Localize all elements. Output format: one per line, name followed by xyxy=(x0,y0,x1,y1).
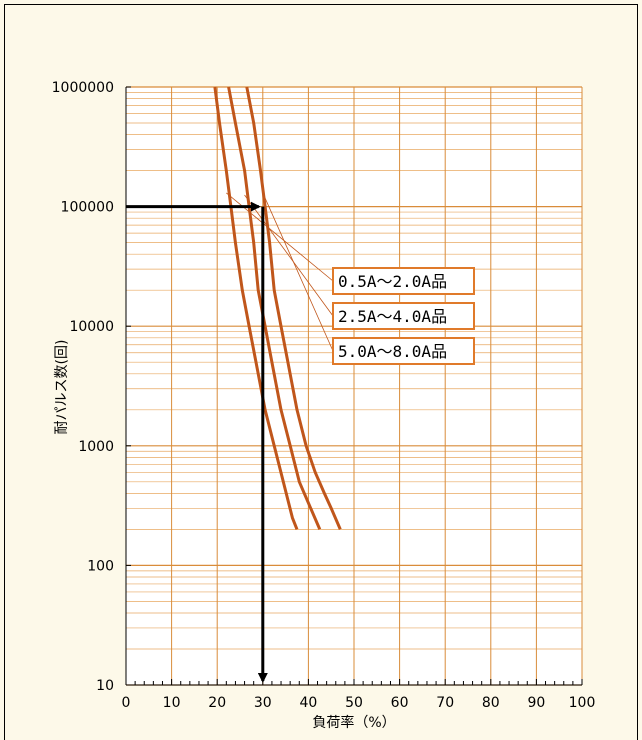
x-tick-label: 50 xyxy=(345,695,363,711)
y-tick-label: 100000 xyxy=(61,200,114,216)
leader-line-2 xyxy=(244,194,334,317)
series-line-1 xyxy=(213,86,299,530)
y-tick-label: 1000 xyxy=(78,439,114,455)
leader-line-3 xyxy=(262,192,334,352)
y-tick-label: 100 xyxy=(87,558,114,574)
series-line-3 xyxy=(245,86,342,530)
x-tick-label: 70 xyxy=(436,695,454,711)
axes xyxy=(125,86,583,686)
legend-box-3 xyxy=(332,337,475,365)
x-tick-label: 90 xyxy=(527,695,545,711)
legend-label-3: 5.0A～8.0A品 xyxy=(338,342,447,361)
x-tick-label: 100 xyxy=(569,695,596,711)
x-tick-label: 40 xyxy=(299,695,317,711)
legend-box-1 xyxy=(332,267,475,295)
series-line-2 xyxy=(227,86,322,530)
y-tick-label: 10 xyxy=(96,678,114,694)
tick-labels: 0 10 20 30 40 50 60 70 80 90 100 10 100 1000 10000 1000… xyxy=(52,80,596,711)
y-axis-title: 耐パルス数(回) xyxy=(54,340,70,435)
x-tick-label: 0 xyxy=(122,695,131,711)
y-tick-label: 1000000 xyxy=(52,80,114,96)
x-tick-label: 10 xyxy=(163,695,181,711)
legend: 0.5A～2.0A品 2.5A～4.0A品 5.0A～8.0A品 xyxy=(332,267,475,365)
x-tick-label: 60 xyxy=(391,695,409,711)
legend-label-2: 2.5A～4.0A品 xyxy=(338,307,447,326)
example-arrows xyxy=(126,201,268,683)
series-layer xyxy=(213,86,342,530)
x-tick-label: 20 xyxy=(208,695,226,711)
x-axis-title: 負荷率（%） xyxy=(312,714,395,731)
x-tick-label: 30 xyxy=(254,695,272,711)
legend-box-2 xyxy=(332,302,475,330)
y-tick-label: 10000 xyxy=(69,319,114,335)
legend-label-1: 0.5A～2.0A品 xyxy=(338,272,447,291)
x-tick-label: 80 xyxy=(482,695,500,711)
